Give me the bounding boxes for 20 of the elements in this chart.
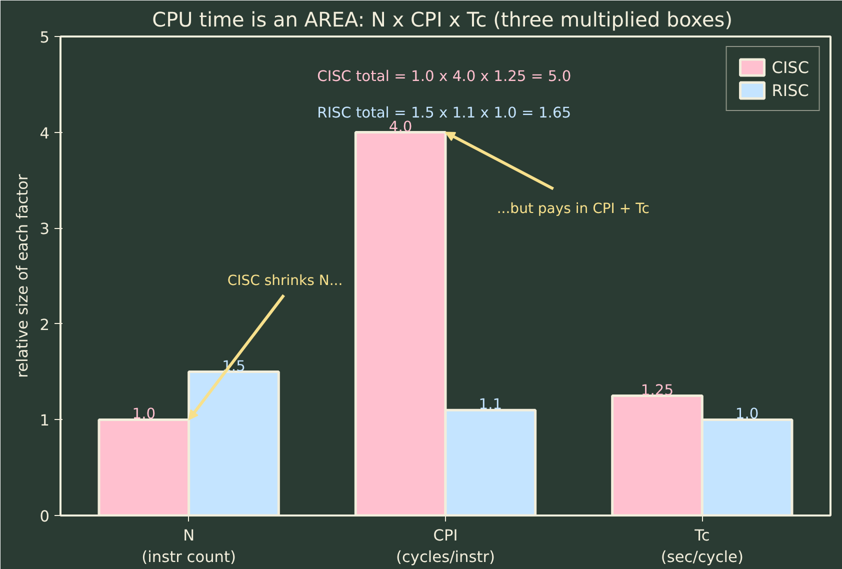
data-label: 1.0 xyxy=(735,406,759,423)
x-tick-label: N (instr count) xyxy=(142,526,236,566)
legend-label: RISC xyxy=(772,80,809,100)
y-tick-label: 1 xyxy=(40,412,50,430)
legend-label: CISC xyxy=(772,58,809,76)
data-label: 1.1 xyxy=(478,396,502,414)
chart-title: CPU time is an AREA: N x CPI x Tc (three multiplied boxes) xyxy=(152,8,733,32)
y-axis-title: relative size of each factor xyxy=(14,173,32,378)
annotation: CISC total = 1.0 x 4.0 x 1.25 = 5.0 xyxy=(317,68,572,86)
x-tick-label: CPI (cycles/instr) xyxy=(396,526,495,566)
data-label: 1.0 xyxy=(132,406,156,423)
annotation: ...but pays in CPI + Tc xyxy=(496,200,650,217)
y-tick-label: 3 xyxy=(40,220,50,238)
y-tick-label: 5 xyxy=(40,28,50,46)
data-label: 1.25 xyxy=(640,382,674,399)
y-tick-label: 2 xyxy=(40,316,50,334)
y-tick-label: 0 xyxy=(40,508,50,526)
y-tick-label: 4 xyxy=(40,124,50,142)
x-tick-label: Tc (sec/cycle) xyxy=(660,526,744,566)
annotation: CISC shrinks N... xyxy=(227,272,343,289)
